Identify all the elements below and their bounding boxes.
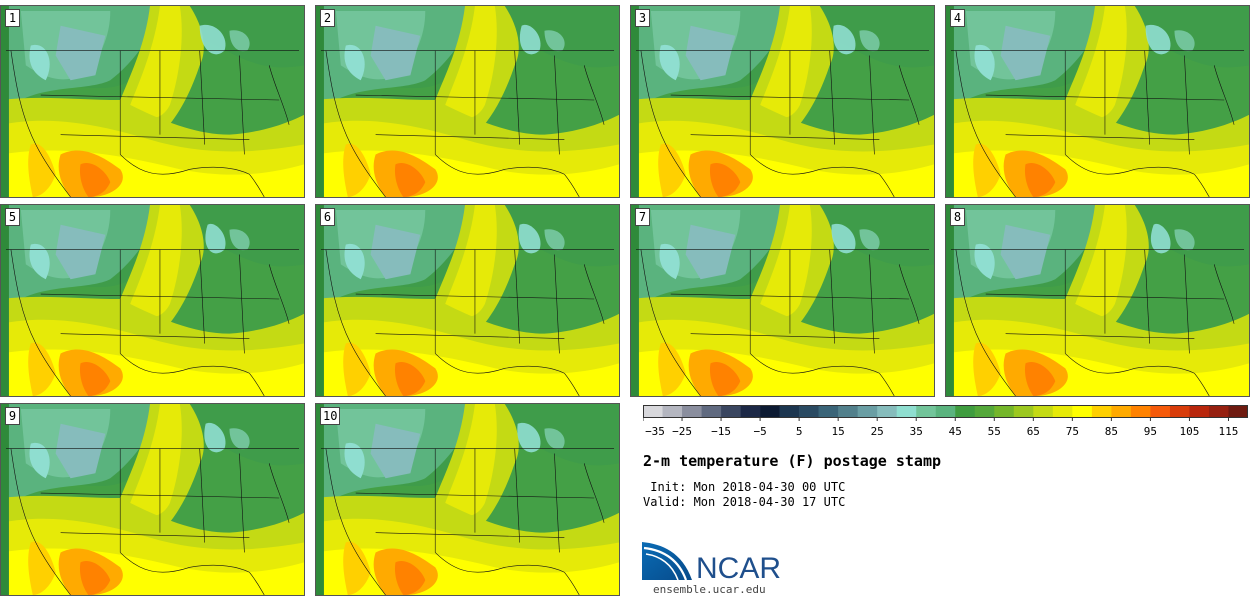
colorbar-tick-label: 55 [988,425,1001,437]
temperature-map [1,205,304,396]
ensemble-member-panel: 10 [315,403,620,596]
temperature-map [316,205,619,396]
ensemble-member-panel: 6 [315,204,620,397]
colorbar-swatch [1208,405,1229,418]
colorbar-swatch [955,405,976,418]
member-number: 3 [635,9,650,27]
colorbar-svg: −35 −25 −15 −5 5 15 25 35 45 55 65 75 85 95 105 115 [643,405,1248,437]
member-number: 2 [320,9,335,27]
colorbar-swatch [1013,405,1034,418]
ensemble-member-panel: 8 [945,204,1250,397]
colorbar-tick-label: −35 [645,425,665,437]
colorbar-swatch [682,405,702,418]
member-number: 5 [5,208,20,226]
colorbar-tick-label: 5 [796,425,803,437]
colorbar-tick-label: −15 [711,425,731,437]
colorbar-swatch [877,405,898,418]
colorbar-swatch [799,405,819,418]
colorbar-swatch [994,405,1015,418]
colorbar-swatch [779,405,800,418]
colorbar-swatch [857,405,878,418]
colorbar-frame [643,405,1248,418]
member-number: 8 [950,208,965,226]
colorbar-tick-label: 25 [871,425,884,437]
temperature-map [316,404,619,595]
colorbar-swatch [1228,405,1248,418]
ensemble-member-panel: 2 [315,5,620,198]
temperature-map [631,6,934,197]
website-url: ensemble.ucar.edu [653,583,766,596]
colorbar-tick-label: 15 [832,425,845,437]
colorbar-swatch [935,405,956,418]
temperature-map [1,404,304,595]
ncar-logo: NCAR [642,540,792,586]
ensemble-member-panel: 4 [945,5,1250,198]
temperature-map [946,205,1249,396]
colorbar-tick-label: 85 [1105,425,1118,437]
temperature-map [316,6,619,197]
colorbar-swatch [838,405,858,418]
member-number: 9 [5,407,20,425]
colorbar-tick-label: 75 [1066,425,1079,437]
colorbar-swatch [916,405,937,418]
plot-title: 2-m temperature (F) postage stamp [643,452,942,470]
temperature-map [631,205,934,396]
colorbar-swatch [643,405,663,418]
member-number: 10 [320,407,341,425]
colorbar-tick-label: 65 [1027,425,1040,437]
colorbar-tick-label: 35 [910,425,923,437]
colorbar-swatch [818,405,839,418]
colorbar-tick-label: 105 [1180,425,1200,437]
ensemble-member-panel: 1 [0,5,305,198]
colorbar-swatch [1130,405,1151,418]
ensemble-member-panel: 5 [0,204,305,397]
colorbar-tick-label: −25 [672,425,692,437]
colorbar-swatch [721,405,741,418]
colorbar-tick-label: 45 [949,425,962,437]
colorbar-tick-label: 95 [1144,425,1157,437]
colorbar-swatch [1189,405,1210,418]
colorbar-swatch [662,405,683,418]
colorbar-swatch [740,405,761,418]
colorbar-swatch [1169,405,1190,418]
member-number: 4 [950,9,965,27]
ncar-logo-text: NCAR [696,552,781,582]
valid-time: Valid: Mon 2018-04-30 17 UTC [643,495,846,509]
colorbar-tick-label: 115 [1219,425,1239,437]
ensemble-member-panel: 7 [630,204,935,397]
temperature-map [946,6,1249,197]
temperature-map [1,6,304,197]
colorbar-swatch [1150,405,1171,418]
ensemble-member-panel: 3 [630,5,935,198]
colorbar-swatch [701,405,722,418]
colorbar-swatch [1072,405,1093,418]
member-number: 6 [320,208,335,226]
init-time: Init: Mon 2018-04-30 00 UTC [643,480,846,494]
member-number: 1 [5,9,20,27]
colorbar-swatch [1091,405,1112,418]
colorbar-tick-label: −5 [753,425,766,437]
colorbar-swatch [1033,405,1054,418]
colorbar-swatch [760,405,780,418]
colorbar-swatch [1052,405,1073,418]
colorbar-swatch [974,405,995,418]
ensemble-member-panel: 9 [0,403,305,596]
colorbar-swatch [896,405,917,418]
member-number: 7 [635,208,650,226]
colorbar-swatch [1111,405,1132,418]
